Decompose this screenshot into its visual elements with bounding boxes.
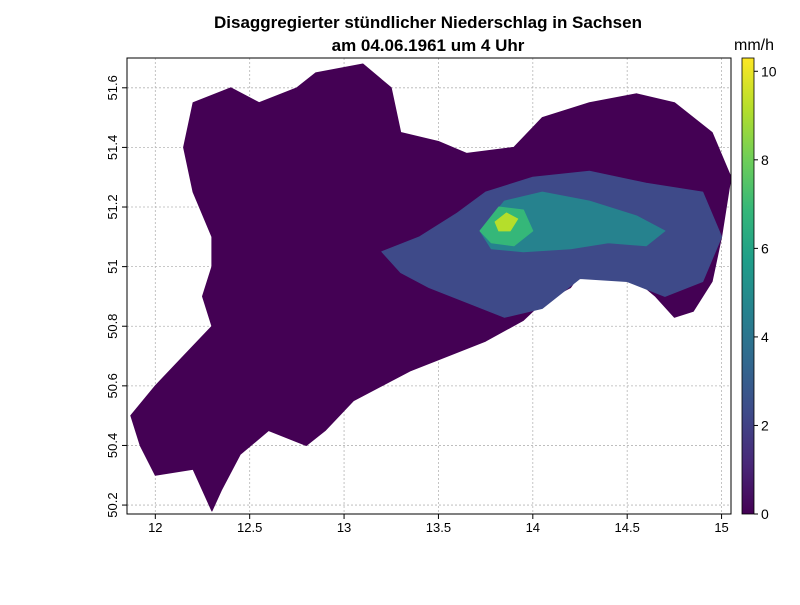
y-tick-label: 50.2 — [105, 492, 120, 517]
x-tick-label: 12.5 — [237, 520, 262, 535]
precipitation-map — [130, 63, 731, 512]
colorbar-tick-label: 8 — [761, 152, 769, 168]
x-tick-label: 14 — [526, 520, 540, 535]
chart-subtitle: am 04.06.1961 um 4 Uhr — [332, 36, 525, 55]
y-tick-label: 50.4 — [105, 433, 120, 458]
colorbar-tick-label: 6 — [761, 240, 769, 256]
colorbar-tick-label: 10 — [761, 63, 777, 79]
colorbar-tick-label: 2 — [761, 417, 769, 433]
y-tick-label: 51 — [105, 259, 120, 273]
y-axis: 50.2 50.4 50.6 50.8 51 51.2 51.4 51.6 — [105, 75, 127, 518]
y-tick-label: 50.8 — [105, 314, 120, 339]
x-tick-label: 14.5 — [615, 520, 640, 535]
precip-region-east-band — [479, 191, 666, 253]
y-tick-label: 51.4 — [105, 135, 120, 160]
colorbar-unit-label: mm/h — [734, 37, 774, 54]
y-tick-label: 51.6 — [105, 75, 120, 100]
x-tick-label: 12 — [148, 520, 162, 535]
plot-frame — [126, 57, 732, 515]
colorbar-tick-label: 4 — [761, 329, 769, 345]
y-tick-label: 51.2 — [105, 194, 120, 219]
precip-region-peak — [494, 212, 519, 232]
colorbar-tick-label: 0 — [761, 506, 769, 522]
x-tick-label: 13 — [337, 520, 351, 535]
x-tick-label: 13.5 — [426, 520, 451, 535]
x-tick-label: 15 — [714, 520, 728, 535]
colorbar-ticks: 0 2 4 6 8 10 — [754, 63, 777, 522]
chart-title: Disaggregierter stündlicher Niederschlag… — [214, 13, 642, 32]
y-tick-label: 50.6 — [105, 373, 120, 398]
x-axis: 12 12.5 13 13.5 14 14.5 15 — [148, 514, 729, 535]
colorbar — [741, 57, 755, 515]
